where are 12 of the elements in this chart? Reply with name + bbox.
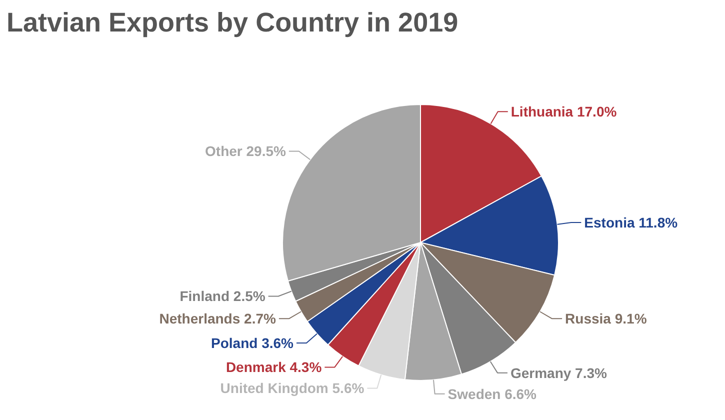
slice-label: United Kingdom 5.6% (220, 380, 365, 396)
slice-label: Russia 9.1% (565, 310, 648, 327)
slice-label: Netherlands 2.7% (159, 310, 276, 327)
slice-label: Germany 7.3% (510, 364, 608, 381)
slice-label: Other 29.5% (205, 143, 286, 160)
chart-title: Latvian Exports by Country in 2019 (6, 8, 458, 38)
slice-label: Poland 3.6% (211, 335, 294, 352)
slice-label: Denmark 4.3% (226, 359, 322, 376)
slice-label: Sweden 6.6% (448, 386, 538, 402)
slice-label: Estonia 11.8% (584, 214, 678, 230)
slice-label: Finland 2.5% (180, 288, 266, 304)
slice-label: Lithuania 17.0% (510, 104, 618, 120)
